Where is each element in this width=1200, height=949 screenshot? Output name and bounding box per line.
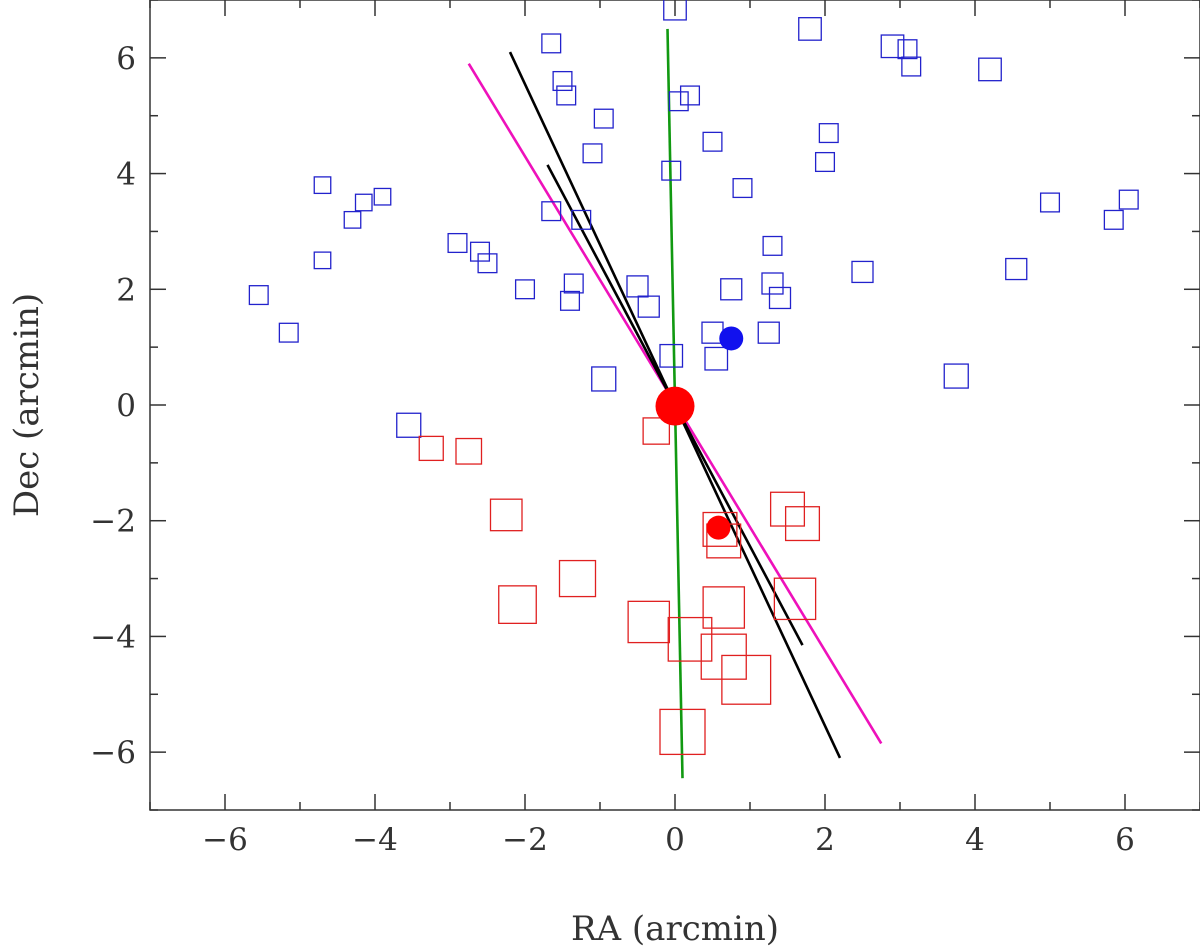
x-tick-label: −2: [502, 822, 548, 858]
x-axis-label: RA (arcmin): [571, 909, 779, 949]
red-square: [667, 616, 713, 662]
blue-square: [469, 241, 491, 262]
tick-labels: −6 −4 −2 0 2 4 6 −6 −4 −2 0 2 4 6: [90, 41, 1135, 858]
blue-square: [637, 295, 660, 318]
blue-square: [373, 187, 392, 206]
blue-square: [762, 235, 783, 256]
red-square: [642, 417, 671, 445]
blue-square: [659, 343, 684, 368]
blue-square: [661, 160, 682, 181]
blue-square: [1118, 189, 1139, 210]
y-tick-label: −6: [90, 735, 136, 771]
y-tick-label: −4: [90, 619, 136, 655]
blue-square: [313, 251, 332, 270]
blue-filled-point: [719, 326, 744, 351]
blue-square: [768, 286, 792, 310]
blue-square: [704, 346, 729, 371]
red-filled-point: [706, 515, 731, 540]
x-tick-label: 6: [1115, 822, 1135, 858]
blue-square: [447, 232, 468, 254]
blue-square: [901, 56, 922, 77]
blue-square: [978, 57, 1002, 82]
blue-square: [732, 178, 753, 199]
blue-square: [679, 85, 701, 106]
blue-square: [1039, 192, 1061, 213]
red-square: [702, 586, 746, 629]
blue-square: [556, 85, 577, 106]
blue-square: [626, 275, 649, 298]
red-filled-point: [655, 386, 695, 426]
blue-square: [541, 201, 562, 222]
y-tick-label: 2: [116, 272, 136, 308]
blue-square: [851, 260, 874, 284]
blue-square: [313, 176, 332, 195]
blue-square: [571, 209, 592, 230]
blue-square: [343, 210, 362, 229]
blue-square: [880, 34, 905, 59]
blue-square: [354, 193, 373, 212]
red-square: [558, 559, 597, 598]
red-square: [769, 491, 806, 527]
blue-square: [591, 366, 617, 392]
red-square: [784, 506, 821, 542]
y-tick-label: 6: [116, 41, 136, 77]
blue-square: [396, 412, 422, 438]
axis-ticks: [149, 0, 1200, 811]
y-tick-label: −2: [90, 504, 136, 540]
blue-square: [720, 278, 743, 301]
x-tick-label: −4: [352, 822, 398, 858]
blue-square: [563, 273, 584, 294]
blue-square: [761, 272, 784, 295]
blue-square: [663, 0, 687, 21]
red-square: [418, 435, 444, 462]
red-square: [702, 511, 738, 547]
blue-square: [1005, 257, 1028, 281]
blue-square: [593, 108, 614, 129]
blue-square: [559, 290, 581, 311]
red-square: [489, 498, 523, 532]
blue-square: [943, 363, 969, 389]
red-square: [498, 585, 537, 625]
y-axis-label: Dec (arcmin): [7, 293, 47, 517]
blue-square: [668, 91, 689, 112]
x-tick-label: 4: [965, 822, 985, 858]
y-tick-label: 0: [116, 388, 136, 424]
red-square: [455, 437, 483, 465]
y-tick-label: 4: [116, 157, 136, 193]
blue-square: [814, 151, 836, 173]
red-square: [700, 633, 747, 680]
blue-square: [702, 131, 723, 152]
red-square: [773, 577, 817, 621]
blue-square: [541, 33, 562, 54]
blue-square: [582, 143, 603, 164]
blue-square: [248, 285, 269, 306]
square-markers: [248, 0, 1139, 756]
blue-square: [798, 17, 822, 41]
blue-square: [514, 279, 536, 300]
red-square: [721, 654, 772, 705]
red-square: [659, 708, 706, 756]
blue-square: [1103, 209, 1124, 230]
x-tick-label: 2: [815, 822, 835, 858]
x-tick-label: −6: [202, 822, 248, 858]
blue-square: [278, 322, 299, 343]
filled-points: [655, 326, 744, 540]
blue-square: [818, 123, 839, 144]
x-tick-label: 0: [665, 822, 685, 858]
blue-square: [477, 253, 498, 274]
blue-square: [897, 39, 918, 60]
blue-square: [552, 70, 573, 92]
blue-square: [757, 321, 780, 344]
red-square: [627, 600, 671, 644]
